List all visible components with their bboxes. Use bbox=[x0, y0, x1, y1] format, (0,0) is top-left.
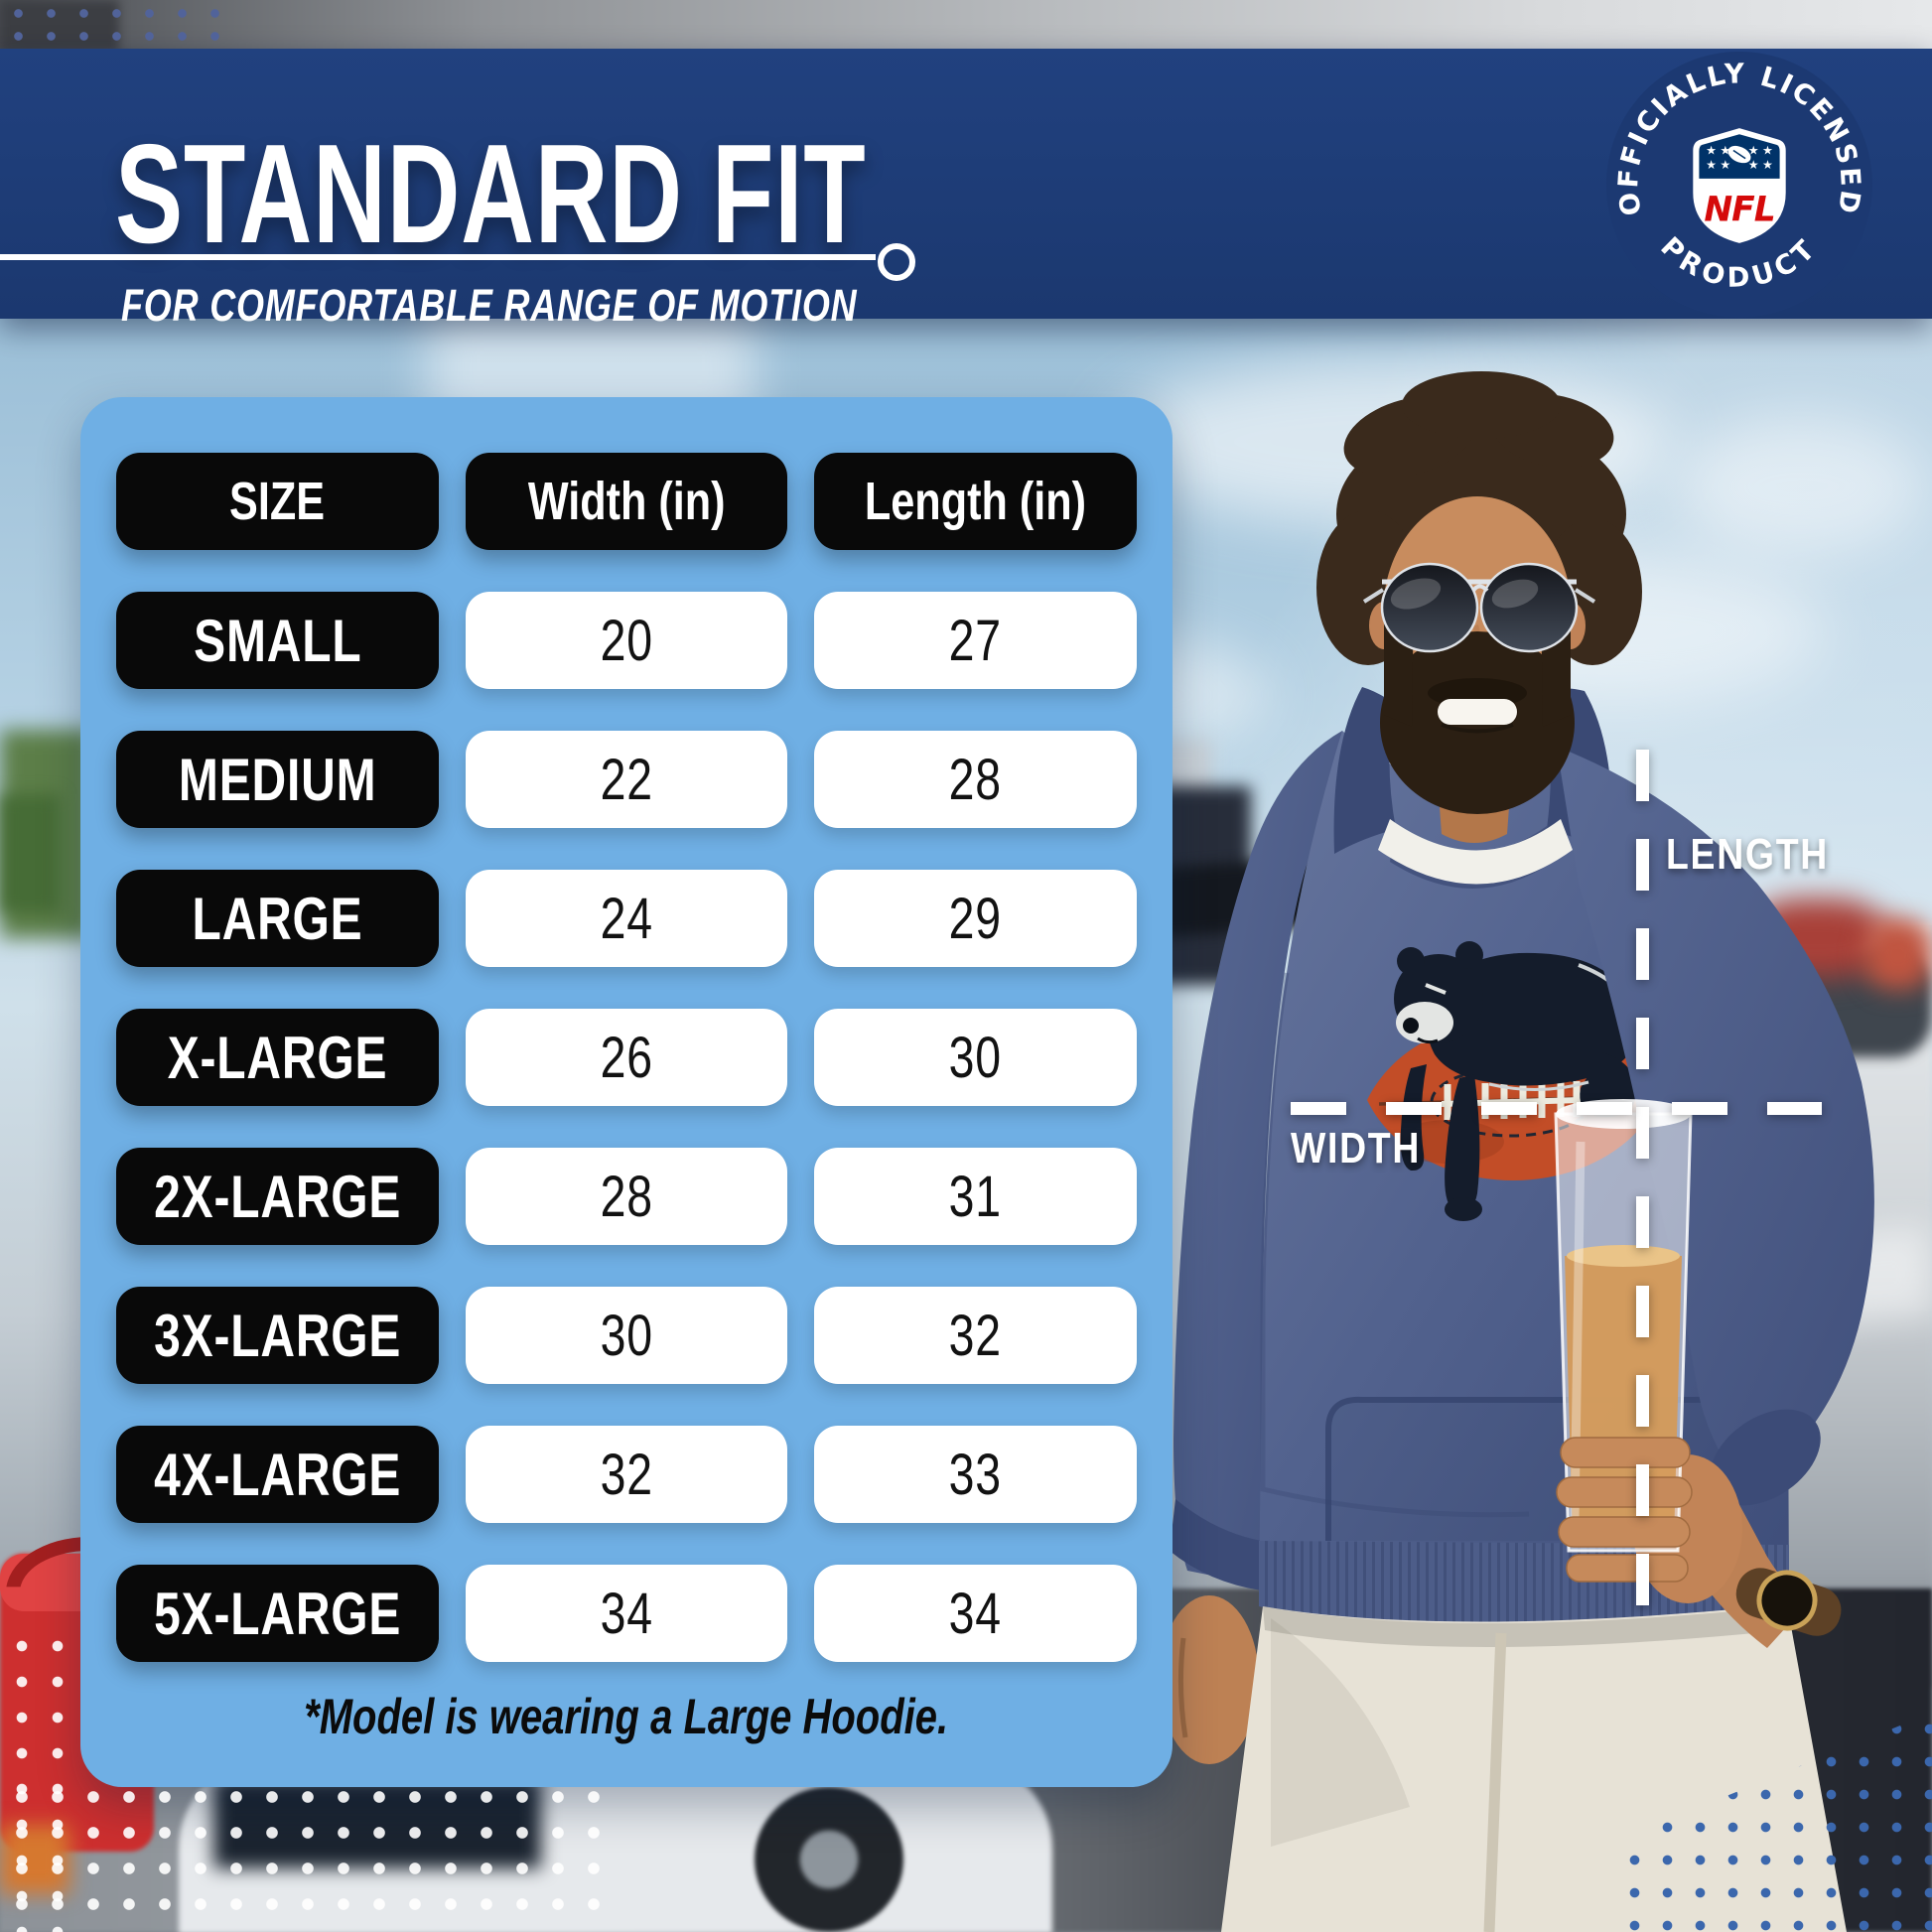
nfl-licensed-badge: OFFICIALLY LICENSED PRODUCT ★ ★ ★ ★ ★ ★ ★ ★ … bbox=[1606, 52, 1872, 318]
nfl-shield-label: NFL bbox=[1704, 191, 1774, 230]
size-table: SIZE Width (in) Length (in) SMALL 20 27 MED… bbox=[116, 453, 1137, 1662]
column-header-length-label: Length (in) bbox=[865, 472, 1087, 531]
table-size-pill: MEDIUM bbox=[116, 731, 439, 828]
svg-text:★: ★ bbox=[1720, 144, 1730, 158]
table-length-cell-label: 31 bbox=[949, 1164, 1003, 1229]
svg-text:★: ★ bbox=[1748, 158, 1759, 172]
title-underline bbox=[0, 254, 876, 260]
table-size-pill-label: X-LARGE bbox=[167, 1024, 388, 1091]
smile bbox=[1438, 699, 1517, 725]
table-length-cell-label: 28 bbox=[949, 747, 1003, 812]
table-length-cell-label: 29 bbox=[949, 886, 1003, 951]
sunglasses bbox=[1362, 562, 1596, 653]
table-width-cell-label: 30 bbox=[600, 1303, 653, 1368]
table-length-cell: 29 bbox=[814, 870, 1137, 967]
table-width-cell: 28 bbox=[465, 1148, 788, 1245]
table-width-cell-label: 20 bbox=[600, 608, 653, 673]
table-length-cell: 31 bbox=[814, 1148, 1137, 1245]
table-width-cell: 30 bbox=[465, 1287, 788, 1384]
svg-text:★: ★ bbox=[1720, 158, 1730, 172]
table-width-cell: 26 bbox=[465, 1009, 788, 1106]
table-size-pill-label: 5X-LARGE bbox=[153, 1580, 401, 1647]
table-width-cell: 22 bbox=[465, 731, 788, 828]
column-header-size: SIZE bbox=[116, 453, 439, 550]
table-length-cell: 27 bbox=[814, 592, 1137, 689]
table-size-pill: 5X-LARGE bbox=[116, 1565, 439, 1662]
table-length-cell-label: 32 bbox=[949, 1303, 1003, 1368]
column-header-width-label: Width (in) bbox=[527, 472, 726, 531]
table-width-cell-label: 26 bbox=[600, 1025, 653, 1090]
table-length-cell-label: 27 bbox=[949, 608, 1003, 673]
nfl-shield-icon: ★ ★ ★ ★ ★ ★ ★ ★ NFL bbox=[1693, 128, 1786, 243]
table-size-pill-label: 2X-LARGE bbox=[153, 1163, 401, 1230]
length-dashed-line bbox=[1636, 750, 1649, 1638]
svg-text:★: ★ bbox=[1762, 158, 1773, 172]
table-size-pill-label: LARGE bbox=[192, 885, 363, 952]
table-width-cell: 32 bbox=[465, 1426, 788, 1523]
model-size-footnote: *Model is wearing a Large Hoodie. bbox=[80, 1688, 1173, 1745]
model-photo bbox=[1160, 371, 1874, 1932]
table-width-cell-label: 34 bbox=[600, 1581, 653, 1646]
table-size-pill: SMALL bbox=[116, 592, 439, 689]
hoodie-right-sleeve bbox=[1160, 731, 1342, 1764]
column-header-length: Length (in) bbox=[814, 453, 1137, 550]
table-width-cell-label: 32 bbox=[600, 1442, 653, 1507]
table-width-cell: 34 bbox=[465, 1565, 788, 1662]
table-size-pill-label: 4X-LARGE bbox=[153, 1441, 401, 1508]
table-size-pill-label: 3X-LARGE bbox=[153, 1302, 401, 1369]
table-length-cell: 30 bbox=[814, 1009, 1137, 1106]
svg-text:★: ★ bbox=[1762, 144, 1773, 158]
table-size-pill: 3X-LARGE bbox=[116, 1287, 439, 1384]
table-width-cell-label: 28 bbox=[600, 1164, 653, 1229]
size-chart-panel: SIZE Width (in) Length (in) SMALL 20 27 MED… bbox=[80, 397, 1173, 1787]
length-label: LENGTH bbox=[1666, 830, 1829, 879]
cloud bbox=[1678, 417, 1926, 556]
red-blur-object bbox=[1864, 918, 1932, 990]
table-size-pill-label: SMALL bbox=[193, 607, 361, 674]
table-size-pill: 4X-LARGE bbox=[116, 1426, 439, 1523]
top-photo-strip bbox=[0, 0, 1932, 52]
page-title: STANDARD FIT bbox=[115, 115, 867, 273]
table-length-cell-label: 34 bbox=[949, 1581, 1003, 1646]
right-hand bbox=[1160, 1595, 1259, 1764]
wrist-watch bbox=[1735, 1568, 1842, 1636]
model-head bbox=[1316, 371, 1642, 814]
grass-blur bbox=[0, 794, 60, 913]
width-dashed-line bbox=[1291, 1102, 1822, 1115]
table-size-pill: LARGE bbox=[116, 870, 439, 967]
table-width-cell-label: 22 bbox=[600, 747, 653, 812]
car-wheel bbox=[755, 1787, 903, 1932]
table-length-cell-label: 30 bbox=[949, 1025, 1003, 1090]
width-label: WIDTH bbox=[1291, 1124, 1422, 1173]
table-length-cell: 28 bbox=[814, 731, 1137, 828]
dot-grid-bottom-left bbox=[4, 1779, 620, 1932]
table-size-pill: 2X-LARGE bbox=[116, 1148, 439, 1245]
table-length-cell: 32 bbox=[814, 1287, 1137, 1384]
model-size-footnote-text: *Model is wearing a Large Hoodie. bbox=[304, 1689, 949, 1744]
table-width-cell: 20 bbox=[465, 592, 788, 689]
tee-collar bbox=[1378, 819, 1573, 885]
table-width-cell-label: 24 bbox=[600, 886, 653, 951]
svg-text:★: ★ bbox=[1706, 144, 1717, 158]
table-size-pill-label: MEDIUM bbox=[178, 746, 377, 813]
column-header-width: Width (in) bbox=[465, 453, 788, 550]
svg-text:★: ★ bbox=[1706, 158, 1717, 172]
column-header-size-label: SIZE bbox=[229, 472, 326, 531]
dot-grid-top-left bbox=[2, 2, 242, 54]
table-width-cell: 24 bbox=[465, 870, 788, 967]
hand-on-cup bbox=[1556, 1437, 1693, 1583]
underline-end-ring bbox=[878, 243, 915, 281]
table-size-pill: X-LARGE bbox=[116, 1009, 439, 1106]
table-length-cell-label: 33 bbox=[949, 1442, 1003, 1507]
page-subtitle: FOR COMFORTABLE RANGE OF MOTION bbox=[121, 280, 858, 331]
table-length-cell: 34 bbox=[814, 1565, 1137, 1662]
svg-text:★: ★ bbox=[1748, 144, 1759, 158]
table-length-cell: 33 bbox=[814, 1426, 1137, 1523]
